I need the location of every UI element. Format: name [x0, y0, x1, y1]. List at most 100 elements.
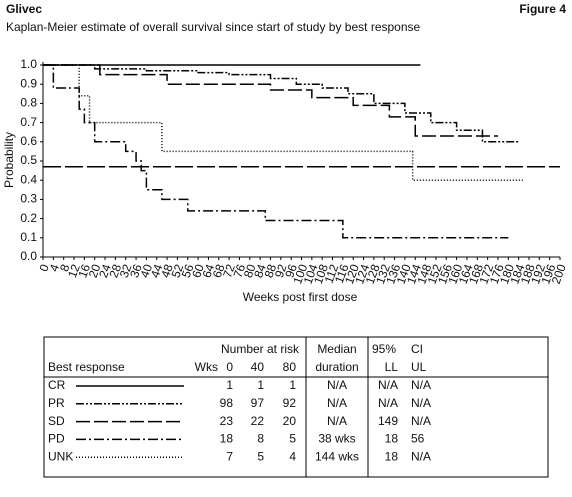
x-tick-label: 28: [106, 262, 124, 280]
x-tick-label: 196: [538, 262, 558, 286]
x-tick-label: 48: [158, 262, 176, 280]
table-cell: 18: [385, 449, 399, 463]
x-tick-label: 44: [148, 262, 166, 280]
x-tick-label: 112: [322, 262, 342, 285]
x-tick-label: 124: [352, 262, 372, 286]
x-tick-label: 108: [311, 262, 331, 286]
table-header: CI: [411, 342, 423, 356]
x-tick-label: 128: [363, 262, 383, 286]
x-tick-label: 12: [65, 262, 83, 280]
table-cell: N/A: [378, 378, 398, 392]
y-tick-label: 0.1: [20, 230, 37, 244]
table-cell: 56: [411, 432, 425, 446]
row-label: CR: [48, 378, 66, 392]
x-tick-label: 168: [466, 262, 486, 286]
y-tick-label: 0.5: [20, 153, 37, 167]
row-label: SD: [48, 414, 65, 428]
table-frame: [43, 336, 549, 478]
table-header: UL: [411, 360, 427, 374]
x-tick-label: 92: [272, 262, 290, 280]
table-header: 80: [283, 360, 297, 374]
x-tick-label: 188: [518, 262, 538, 286]
table-cell: 7: [226, 449, 233, 463]
table-header: duration: [315, 360, 358, 374]
x-tick-label: 16: [75, 262, 93, 280]
table-cell: N/A: [411, 449, 431, 463]
table-header: LL: [385, 360, 399, 374]
x-tick-label: 100: [290, 262, 310, 286]
x-tick-label: 120: [342, 262, 362, 286]
table-cell: 97: [251, 396, 265, 410]
y-tick-label: 0.9: [20, 76, 37, 90]
x-tick-label: 116: [332, 262, 352, 285]
y-tick-label: 0.2: [20, 211, 37, 225]
table-cell: 5: [289, 432, 296, 446]
table-header: Best response: [48, 360, 125, 374]
x-tick-label: 68: [210, 262, 228, 280]
table-cell: 20: [283, 414, 297, 428]
x-tick-label: 60: [189, 262, 207, 280]
table-cell: 92: [283, 396, 297, 410]
x-tick-label: 136: [383, 262, 403, 286]
row-label: PD: [48, 432, 65, 446]
y-tick-label: 0.4: [20, 172, 37, 186]
table-header: Number at risk: [221, 342, 300, 356]
table-cell: 22: [251, 414, 265, 428]
x-tick-label: 4: [47, 262, 63, 273]
x-tick-label: 96: [282, 262, 300, 280]
x-tick-label: 84: [251, 262, 269, 280]
x-tick-label: 148: [414, 262, 434, 286]
header-left: Glivec: [6, 2, 42, 16]
x-tick-label: 132: [373, 262, 393, 286]
x-tick-label: 104: [301, 262, 321, 286]
table-cell: 8: [257, 432, 264, 446]
table-cell: N/A: [411, 396, 431, 410]
table-header: Median: [317, 342, 356, 356]
table-cell: 38 wks: [318, 432, 355, 446]
y-tick-label: 0.6: [20, 134, 37, 148]
y-tick-label: 0.0: [20, 249, 37, 263]
table-header: Wks: [195, 360, 218, 374]
x-tick-label: 36: [127, 262, 145, 280]
x-tick-label: 140: [394, 262, 414, 286]
x-tick-label: 176: [487, 262, 507, 286]
x-tick-label: 144: [404, 262, 424, 286]
x-tick-label: 8: [57, 262, 73, 273]
row-label: UNK: [48, 449, 73, 463]
table-cell: 23: [220, 414, 234, 428]
table-cell: 1: [257, 378, 264, 392]
x-tick-label: 164: [456, 262, 476, 286]
x-tick-label: 192: [528, 262, 548, 286]
table-cell: N/A: [327, 378, 347, 392]
x-tick-label: 152: [425, 262, 445, 286]
x-tick-label: 20: [86, 262, 104, 280]
y-tick-label: 0.7: [20, 115, 37, 129]
table-cell: N/A: [411, 414, 431, 428]
table-cell: 18: [385, 432, 399, 446]
table-cell: 98: [220, 396, 234, 410]
x-tick-label: 180: [497, 262, 517, 286]
table-cell: 1: [289, 378, 296, 392]
table-cell: 5: [257, 449, 264, 463]
x-tick-label: 32: [117, 262, 135, 280]
x-tick-label: 24: [96, 262, 114, 280]
table-cell: N/A: [327, 414, 347, 428]
header-right: Figure 4: [519, 2, 566, 16]
table-cell: 144 wks: [315, 449, 359, 463]
x-tick-label: 88: [262, 262, 280, 280]
x-tick-label: 40: [137, 262, 155, 280]
x-tick-label: 200: [549, 262, 569, 286]
x-label: Weeks post first dose: [243, 290, 358, 304]
table-cell: N/A: [411, 378, 431, 392]
x-tick-label: 72: [220, 262, 238, 280]
table-cell: N/A: [378, 396, 398, 410]
y-tick-label: 0.8: [20, 96, 37, 110]
table-cell: 149: [378, 414, 398, 428]
table-cell: 18: [220, 432, 234, 446]
x-tick-label: 64: [200, 262, 218, 280]
y-label: Probability: [2, 132, 16, 188]
table-header: 95%: [372, 342, 396, 356]
table-cell: 1: [226, 378, 233, 392]
x-tick-label: 56: [179, 262, 197, 280]
